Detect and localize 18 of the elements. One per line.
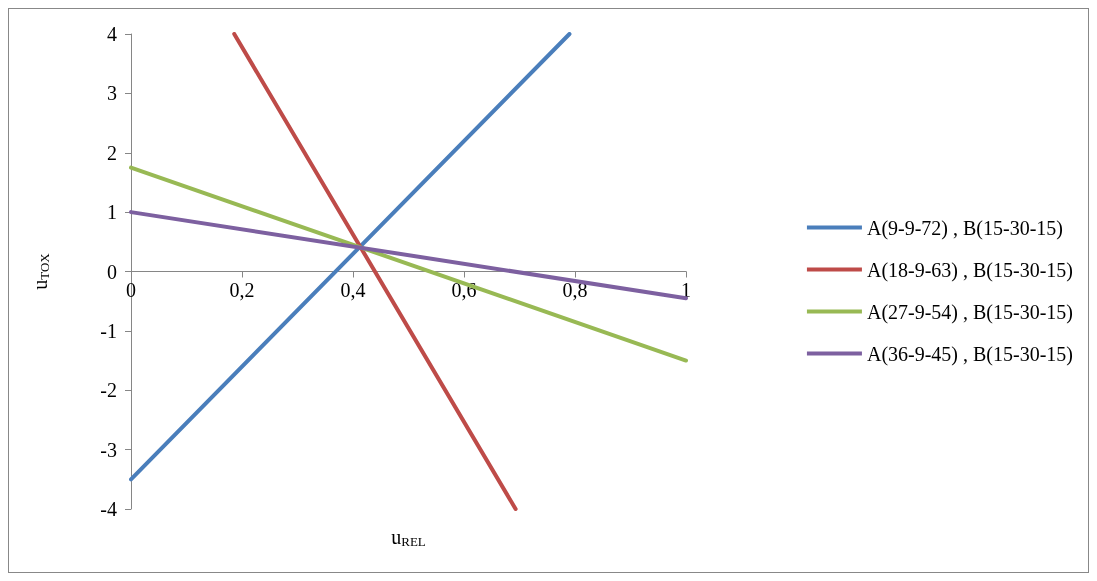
x-tick-label: 0 <box>126 278 136 301</box>
y-tick-label: 3 <box>107 82 117 105</box>
y-tick-label: 1 <box>107 201 117 224</box>
legend-label: A(9-9-72) , B(15-30-15) <box>866 216 1064 240</box>
y-tick-label: -1 <box>100 319 117 342</box>
y-tick-label: 4 <box>107 23 117 45</box>
y-tick-label: 0 <box>107 260 117 283</box>
y-axis-title: uTOX <box>28 252 52 290</box>
y-tick-label: -3 <box>100 438 117 461</box>
y-tick-label: -2 <box>100 379 117 402</box>
x-tick-label: 0,2 <box>229 278 255 301</box>
legend-label: A(36-9-45) , B(15-30-15) <box>866 342 1074 366</box>
y-tick-label: -4 <box>100 498 117 520</box>
y-tick-label: 2 <box>107 141 117 164</box>
legend-label: A(27-9-54) , B(15-30-15) <box>866 300 1074 324</box>
x-tick-label: 0,4 <box>340 278 366 301</box>
x-tick-label: 0,8 <box>562 278 588 301</box>
legend-label: A(18-9-63) , B(15-30-15) <box>866 258 1074 282</box>
